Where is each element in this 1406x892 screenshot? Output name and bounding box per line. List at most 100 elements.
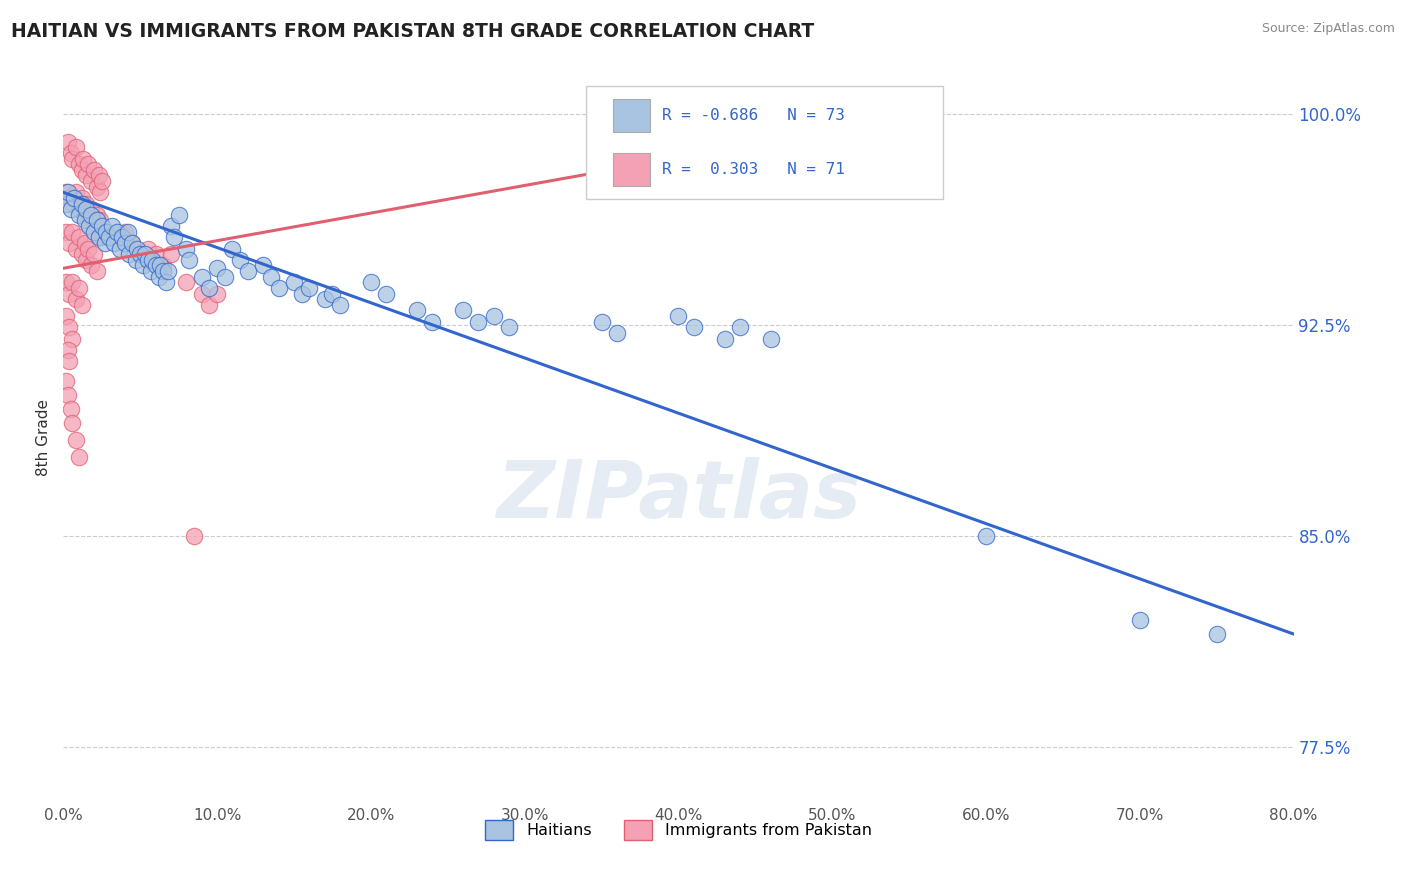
Point xyxy=(267,281,290,295)
Point xyxy=(62,225,84,239)
Point xyxy=(86,179,108,194)
Point xyxy=(451,303,474,318)
Point xyxy=(55,225,77,239)
Point xyxy=(214,269,236,284)
Point xyxy=(124,252,146,267)
Point xyxy=(65,186,87,200)
Point xyxy=(108,242,131,256)
Point xyxy=(221,242,243,256)
Point xyxy=(498,320,520,334)
Point xyxy=(75,196,97,211)
Point xyxy=(62,332,84,346)
Point xyxy=(101,219,124,233)
Point xyxy=(728,320,751,334)
Point xyxy=(59,202,82,217)
Point xyxy=(174,276,197,290)
Point xyxy=(62,196,84,211)
Point xyxy=(76,213,98,227)
Point xyxy=(80,174,103,188)
Point xyxy=(55,374,77,388)
Point xyxy=(127,242,148,256)
Text: HAITIAN VS IMMIGRANTS FROM PAKISTAN 8TH GRADE CORRELATION CHART: HAITIAN VS IMMIGRANTS FROM PAKISTAN 8TH … xyxy=(11,22,814,41)
Point xyxy=(65,292,87,306)
Point xyxy=(422,315,444,329)
Point xyxy=(80,208,103,222)
Point xyxy=(155,276,177,290)
Text: R =  0.303   N = 71: R = 0.303 N = 71 xyxy=(662,162,845,178)
Point xyxy=(329,298,352,312)
Text: ZIPatlas: ZIPatlas xyxy=(496,457,860,534)
Point xyxy=(190,269,212,284)
Point xyxy=(117,225,139,239)
Point xyxy=(666,309,689,323)
Point xyxy=(260,269,283,284)
Point xyxy=(314,292,336,306)
Point xyxy=(56,186,79,200)
Point xyxy=(145,247,167,261)
Point xyxy=(205,286,228,301)
Point xyxy=(375,286,398,301)
Point xyxy=(67,208,90,222)
FancyBboxPatch shape xyxy=(586,86,943,200)
Point xyxy=(160,219,183,233)
Point xyxy=(682,320,704,334)
Point xyxy=(974,528,997,542)
Point xyxy=(70,247,93,261)
Point xyxy=(606,326,628,340)
FancyBboxPatch shape xyxy=(613,99,650,132)
Point xyxy=(163,230,186,244)
Point xyxy=(90,230,112,244)
Point xyxy=(75,169,97,183)
Point xyxy=(76,242,98,256)
Point xyxy=(321,286,343,301)
Point xyxy=(65,242,87,256)
Point xyxy=(58,235,80,250)
Point xyxy=(80,259,103,273)
Point xyxy=(75,252,97,267)
Point xyxy=(67,157,90,171)
Point xyxy=(406,303,429,318)
Point xyxy=(89,186,111,200)
Point xyxy=(73,213,96,227)
Point xyxy=(70,162,93,177)
Point xyxy=(183,528,205,542)
Point xyxy=(136,242,159,256)
Point xyxy=(482,309,505,323)
Point xyxy=(129,247,152,261)
Point xyxy=(86,213,108,227)
Point xyxy=(58,320,80,334)
Point xyxy=(283,276,305,290)
Point xyxy=(55,186,77,200)
Point xyxy=(67,450,90,464)
Point xyxy=(59,145,82,160)
Point xyxy=(86,264,108,278)
Point xyxy=(56,343,79,357)
Point xyxy=(70,298,93,312)
Point xyxy=(152,259,174,273)
Point xyxy=(67,202,90,217)
Point xyxy=(105,225,128,239)
Point xyxy=(87,230,110,244)
Point xyxy=(467,315,489,329)
Point xyxy=(252,259,274,273)
Point xyxy=(759,332,782,346)
Point xyxy=(76,157,98,171)
Legend: Haitians, Immigrants from Pakistan: Haitians, Immigrants from Pakistan xyxy=(478,814,879,846)
Point xyxy=(121,235,143,250)
Y-axis label: 8th Grade: 8th Grade xyxy=(37,399,52,475)
Point xyxy=(80,202,103,217)
Point xyxy=(62,276,84,290)
Point xyxy=(55,196,77,211)
Point xyxy=(198,281,221,295)
Point xyxy=(236,264,259,278)
Point xyxy=(591,315,613,329)
Point xyxy=(96,225,118,239)
Point xyxy=(118,247,141,261)
Point xyxy=(90,219,112,233)
FancyBboxPatch shape xyxy=(613,153,650,186)
Text: Source: ZipAtlas.com: Source: ZipAtlas.com xyxy=(1261,22,1395,36)
Point xyxy=(86,208,108,222)
Point xyxy=(56,135,79,149)
Point xyxy=(134,247,156,261)
Point xyxy=(73,208,96,222)
